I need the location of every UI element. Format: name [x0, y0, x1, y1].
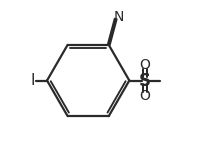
Text: O: O: [140, 89, 151, 103]
Text: I: I: [31, 73, 35, 88]
Text: O: O: [140, 58, 151, 72]
Text: S: S: [139, 71, 151, 90]
Text: N: N: [114, 10, 124, 24]
